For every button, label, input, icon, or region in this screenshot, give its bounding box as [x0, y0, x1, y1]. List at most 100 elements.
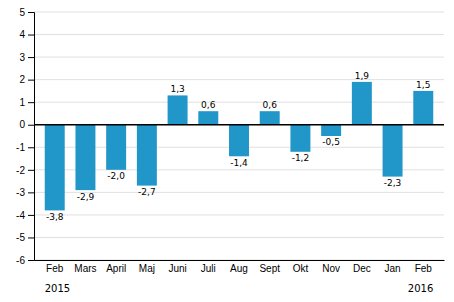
y-tick-mark: [28, 57, 34, 58]
y-tick: 4: [19, 29, 34, 40]
y-tick-label: -4: [16, 210, 25, 221]
y-tick: -2: [16, 165, 34, 176]
y-tick-label: 5: [19, 7, 25, 18]
x-tick: Sept: [259, 260, 280, 274]
data-labels: -3,8-2,9-2,0-2,71,30,6-1,40,6-1,2-0,51,9…: [46, 71, 430, 222]
data-label: 1,3: [170, 84, 184, 94]
data-label: 0,6: [263, 100, 278, 110]
x-tick-label: Juli: [201, 263, 216, 274]
annotations: 2015 2016: [45, 283, 434, 294]
grid-line: [34, 169, 444, 170]
grid-line: [34, 34, 444, 35]
data-label: -3,8: [46, 212, 64, 222]
grid-line: [34, 12, 444, 13]
y-tick: 1: [19, 97, 34, 108]
grid-line: [34, 237, 444, 238]
data-label: 1,5: [416, 80, 430, 90]
x-tick-label: Nov: [322, 263, 340, 274]
y-tick-mark: [28, 80, 34, 81]
bar: [75, 125, 95, 190]
x-tick-label: Jan: [384, 263, 400, 274]
x-tick-label: Sept: [259, 263, 280, 274]
y-tick-mark: [28, 12, 34, 13]
y-tick-label: -2: [16, 165, 25, 176]
x-tick-label: Juni: [168, 263, 186, 274]
x-axis: Feb Mars April Maj Juni Juli Aug Sept Okt Nov Dec J…: [35, 260, 445, 274]
y-tick-mark: [28, 237, 34, 238]
y-tick-label: 4: [19, 29, 25, 40]
y-tick-label: -6: [16, 255, 25, 266]
bar: [45, 125, 65, 211]
grid-line: [34, 79, 444, 80]
data-label: -2,3: [384, 178, 402, 188]
x-tick-label: Mars: [74, 263, 96, 274]
bar: [383, 125, 403, 177]
y-tick-mark: [28, 125, 34, 126]
x-tick: Feb: [415, 260, 433, 274]
y-tick: -1: [16, 142, 34, 153]
data-label: -0,5: [322, 137, 340, 147]
x-tick: Mars: [74, 260, 96, 274]
y-tick: 2: [19, 74, 34, 85]
y-tick: 5: [19, 7, 34, 18]
grid-line: [34, 192, 444, 193]
zero-line: [34, 124, 444, 126]
annotation: 2015: [45, 283, 70, 294]
x-tick: Dec: [353, 260, 371, 274]
grid-line: [34, 214, 444, 215]
bar: [137, 125, 157, 186]
x-tick: Juli: [201, 260, 216, 274]
y-tick-mark: [28, 260, 34, 261]
bar: [106, 125, 126, 170]
x-tick-label: Aug: [230, 263, 248, 274]
x-tick: Feb: [46, 260, 64, 274]
bar: [321, 125, 341, 136]
data-label: 1,9: [355, 71, 370, 81]
x-tick-label: Feb: [46, 263, 64, 274]
bars: [45, 82, 434, 211]
y-tick: 3: [19, 52, 34, 63]
x-tick: April: [106, 260, 126, 274]
annotation: 2016: [408, 283, 433, 294]
data-label: -2,9: [77, 192, 95, 202]
x-tick: Maj: [139, 260, 155, 274]
y-tick: 0: [19, 119, 34, 130]
bar: [290, 125, 310, 152]
x-tick: Jan: [384, 260, 400, 274]
y-tick: -6: [16, 255, 34, 266]
x-tick: Nov: [322, 260, 340, 274]
bar: [168, 95, 188, 124]
bar: [260, 111, 280, 125]
chart: -6 -5 -4 -3 -2 -1 0 1 2 3 4 5 Feb Mars April Maj Juni Jul…: [0, 0, 454, 302]
grid: [34, 12, 444, 260]
data-label: -1,2: [292, 153, 310, 163]
grid-line: [34, 102, 444, 103]
x-tick-label: Feb: [415, 263, 433, 274]
y-axis-line: [28, 13, 35, 261]
y-tick-label: 1: [19, 97, 25, 108]
y-tick-label: -1: [16, 142, 25, 153]
grid-line: [34, 260, 444, 261]
y-tick-label: 2: [19, 74, 25, 85]
x-tick-label: Maj: [139, 263, 155, 274]
y-tick: -4: [16, 210, 34, 221]
x-tick-label: April: [106, 263, 126, 274]
y-tick-label: 0: [19, 119, 25, 130]
x-tick: Okt: [293, 260, 309, 274]
x-tick: Aug: [230, 260, 248, 274]
y-tick-mark: [28, 215, 34, 216]
grid-line: [34, 124, 444, 125]
y-tick-mark: [28, 102, 34, 103]
bar: [352, 82, 372, 125]
y-tick-label: -5: [16, 232, 25, 243]
y-tick-mark: [28, 170, 34, 171]
y-tick-mark: [28, 192, 34, 193]
bar: [198, 111, 218, 125]
bar: [413, 91, 433, 125]
grid-line: [34, 57, 444, 58]
data-label: -2,0: [107, 171, 125, 181]
y-tick-label: -3: [16, 187, 25, 198]
bar: [229, 125, 249, 157]
x-axis-line: [35, 260, 445, 261]
y-tick-mark: [28, 35, 34, 36]
